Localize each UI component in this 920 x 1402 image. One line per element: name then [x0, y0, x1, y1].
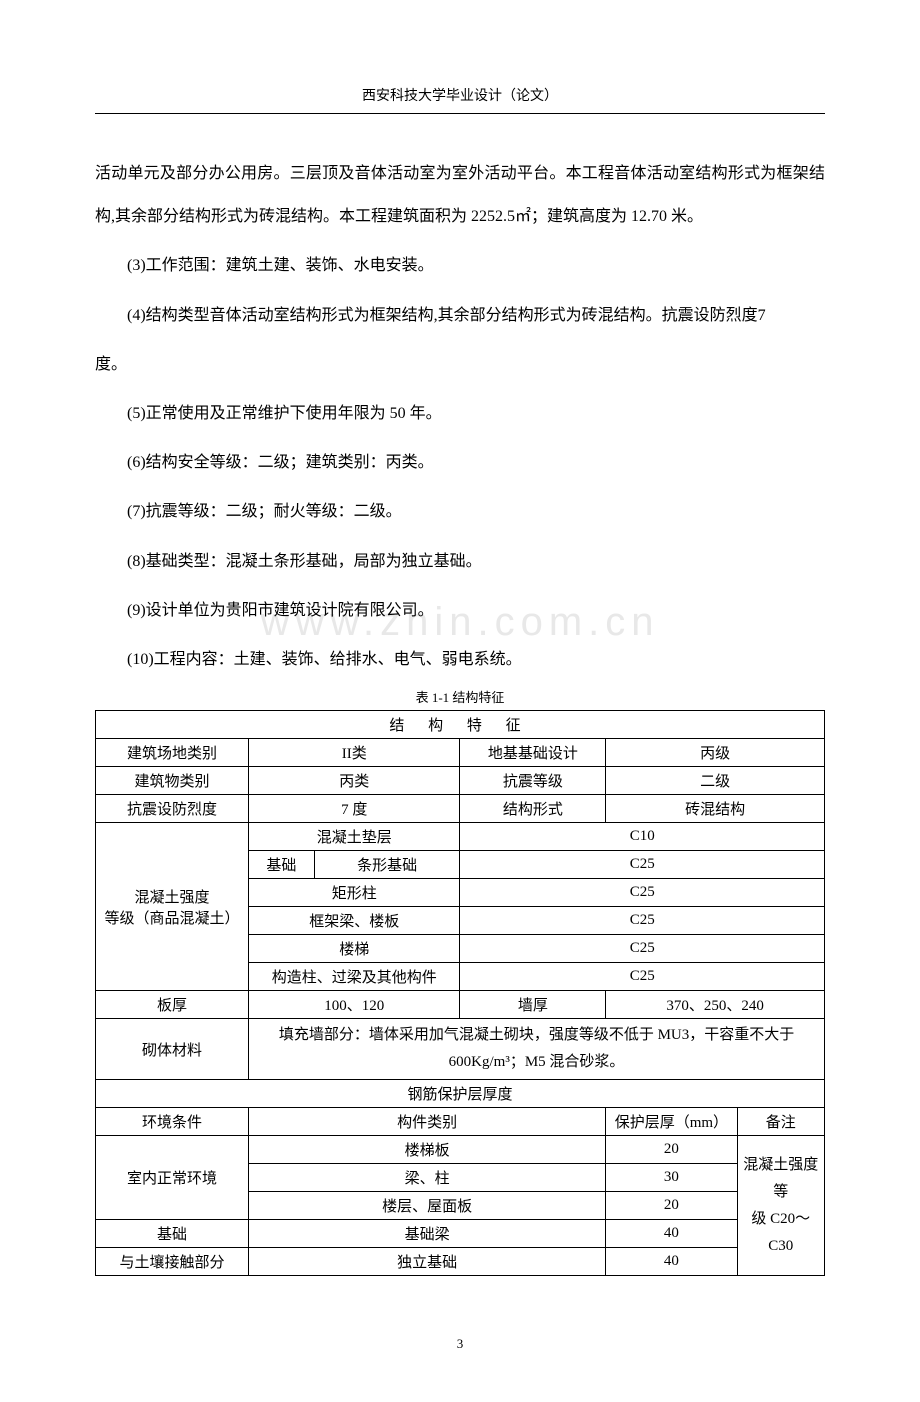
- table-cell: 20: [606, 1136, 737, 1164]
- table-cell: 建筑场地类别: [96, 739, 249, 767]
- table-cell: 构件类别: [249, 1108, 606, 1136]
- table-cell: 40: [606, 1248, 737, 1276]
- table-cell: 抗震等级: [460, 767, 606, 795]
- paragraph-9: (10)工程内容：土建、装饰、给排水、电气、弱电系统。: [95, 638, 825, 681]
- paragraph-5: (6)结构安全等级：二级；建筑类别：丙类。: [95, 441, 825, 484]
- table-cell: 条形基础: [314, 851, 460, 879]
- table-cell: 室内正常环境: [96, 1136, 249, 1220]
- table-row: 环境条件 构件类别 保护层厚（mm） 备注: [96, 1108, 825, 1136]
- table-cell: 板厚: [96, 991, 249, 1019]
- table-cell: 基础: [249, 851, 315, 879]
- table-cell: 基础: [96, 1220, 249, 1248]
- table-cell: 7 度: [249, 795, 460, 823]
- paragraph-3b: 度。: [95, 343, 825, 386]
- table-cell: 保护层厚（mm）: [606, 1108, 737, 1136]
- table-cell: 与土壤接触部分: [96, 1248, 249, 1276]
- table-cell: C25: [460, 963, 825, 991]
- table-row: 结 构 特 征: [96, 711, 825, 739]
- table-header-cell: 结 构 特 征: [96, 711, 825, 739]
- table-cell: C10: [460, 823, 825, 851]
- table-row: 抗震设防烈度 7 度 结构形式 砖混结构: [96, 795, 825, 823]
- table-row: 基础 基础梁 40: [96, 1220, 825, 1248]
- table-cell: 墙厚: [460, 991, 606, 1019]
- table-cell: 砌体材料: [96, 1019, 249, 1080]
- table-row: 室内正常环境 楼梯板 20 混凝土强度等 级 C20～C30: [96, 1136, 825, 1164]
- table-cell: 地基基础设计: [460, 739, 606, 767]
- table-cell: 40: [606, 1220, 737, 1248]
- table-cell: 丙级: [606, 739, 825, 767]
- paragraph-1: 活动单元及部分办公用房。三层顶及音体活动室为室外活动平台。本工程音体活动室结构形…: [95, 152, 825, 238]
- table-cell: 100、120: [249, 991, 460, 1019]
- table-cell: 填充墙部分：墙体采用加气混凝土砌块，强度等级不低于 MU3，干容重不大于 600…: [249, 1019, 825, 1080]
- table-cell: 建筑物类别: [96, 767, 249, 795]
- table-cell: 钢筋保护层厚度: [96, 1080, 825, 1108]
- table-row: 混凝土强度 等级（商品混凝土） 混凝土垫层 C10: [96, 823, 825, 851]
- table-cell: 二级: [606, 767, 825, 795]
- structure-table: 结 构 特 征 建筑场地类别 II类 地基基础设计 丙级 建筑物类别 丙类 抗震…: [95, 710, 825, 1276]
- table-cell: 矩形柱: [249, 879, 460, 907]
- table-cell: 备注: [737, 1108, 825, 1136]
- table-cell: 楼梯: [249, 935, 460, 963]
- paragraph-2: (3)工作范围：建筑土建、装饰、水电安装。: [95, 244, 825, 287]
- table-cell: 抗震设防烈度: [96, 795, 249, 823]
- table-row: 建筑场地类别 II类 地基基础设计 丙级: [96, 739, 825, 767]
- paragraph-3: (4)结构类型音体活动室结构形式为框架结构,其余部分结构形式为砖混结构。抗震设防…: [95, 294, 825, 337]
- table-cell: 环境条件: [96, 1108, 249, 1136]
- table-cell: 砖混结构: [606, 795, 825, 823]
- table-cell: 30: [606, 1164, 737, 1192]
- table-cell: II类: [249, 739, 460, 767]
- table-row: 砌体材料 填充墙部分：墙体采用加气混凝土砌块，强度等级不低于 MU3，干容重不大…: [96, 1019, 825, 1080]
- table-cell: C25: [460, 851, 825, 879]
- table-cell: 370、250、240: [606, 991, 825, 1019]
- table-cell: 混凝土垫层: [249, 823, 460, 851]
- paragraph-6: (7)抗震等级：二级；耐火等级：二级。: [95, 490, 825, 533]
- table-cell: 构造柱、过梁及其他构件: [249, 963, 460, 991]
- table-cell: 混凝土强度等 级 C20～C30: [737, 1136, 825, 1276]
- table-row: 建筑物类别 丙类 抗震等级 二级: [96, 767, 825, 795]
- table-cell: 楼层、屋面板: [249, 1192, 606, 1220]
- table-row: 与土壤接触部分 独立基础 40: [96, 1248, 825, 1276]
- paragraph-8: (9)设计单位为贵阳市建筑设计院有限公司。: [95, 589, 825, 632]
- table-cell: C25: [460, 879, 825, 907]
- table-row: 板厚 100、120 墙厚 370、250、240: [96, 991, 825, 1019]
- table-cell: 20: [606, 1192, 737, 1220]
- table-cell: 结构形式: [460, 795, 606, 823]
- table-cell: C25: [460, 935, 825, 963]
- table-cell: 混凝土强度 等级（商品混凝土）: [96, 823, 249, 991]
- table-row: 钢筋保护层厚度: [96, 1080, 825, 1108]
- table-cell: 独立基础: [249, 1248, 606, 1276]
- page-header: 西安科技大学毕业设计（论文）: [95, 85, 825, 114]
- table-cell: C25: [460, 907, 825, 935]
- table-cell: 楼梯板: [249, 1136, 606, 1164]
- table-cell: 梁、柱: [249, 1164, 606, 1192]
- paragraph-7: (8)基础类型：混凝土条形基础，局部为独立基础。: [95, 540, 825, 583]
- table-cell: 基础梁: [249, 1220, 606, 1248]
- page-number: 3: [95, 1336, 825, 1352]
- table-cell: 框架梁、楼板: [249, 907, 460, 935]
- table-caption: 表 1-1 结构特征: [95, 687, 825, 706]
- table-cell: 丙类: [249, 767, 460, 795]
- paragraph-4: (5)正常使用及正常维护下使用年限为 50 年。: [95, 392, 825, 435]
